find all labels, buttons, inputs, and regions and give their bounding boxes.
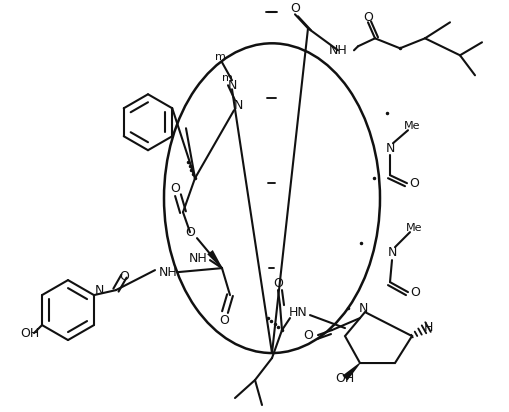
Text: O: O — [273, 276, 283, 290]
Text: O: O — [119, 269, 129, 283]
Text: O: O — [363, 11, 373, 24]
Text: m: m — [221, 73, 233, 83]
Text: OH: OH — [20, 327, 40, 339]
Text: O: O — [170, 182, 180, 195]
Text: O: O — [185, 226, 195, 239]
Text: NH: NH — [159, 266, 177, 279]
Text: O: O — [409, 177, 419, 190]
Text: OH: OH — [335, 372, 355, 384]
Text: O: O — [410, 286, 420, 299]
Text: N: N — [233, 99, 243, 112]
Polygon shape — [343, 363, 360, 381]
Polygon shape — [207, 250, 222, 269]
Text: O: O — [290, 2, 300, 15]
Text: H: H — [423, 321, 433, 334]
Text: HN: HN — [289, 306, 307, 318]
Text: N: N — [358, 302, 367, 315]
Text: NH: NH — [189, 252, 207, 265]
Text: O: O — [303, 328, 313, 342]
Text: NH: NH — [329, 44, 347, 57]
Text: N: N — [228, 79, 237, 92]
Text: N: N — [387, 246, 397, 259]
Text: N: N — [385, 142, 394, 155]
Text: N: N — [94, 283, 104, 297]
Text: Me: Me — [406, 223, 422, 233]
Text: O: O — [219, 314, 229, 327]
Text: Me: Me — [404, 121, 420, 131]
Text: m: m — [215, 52, 225, 62]
